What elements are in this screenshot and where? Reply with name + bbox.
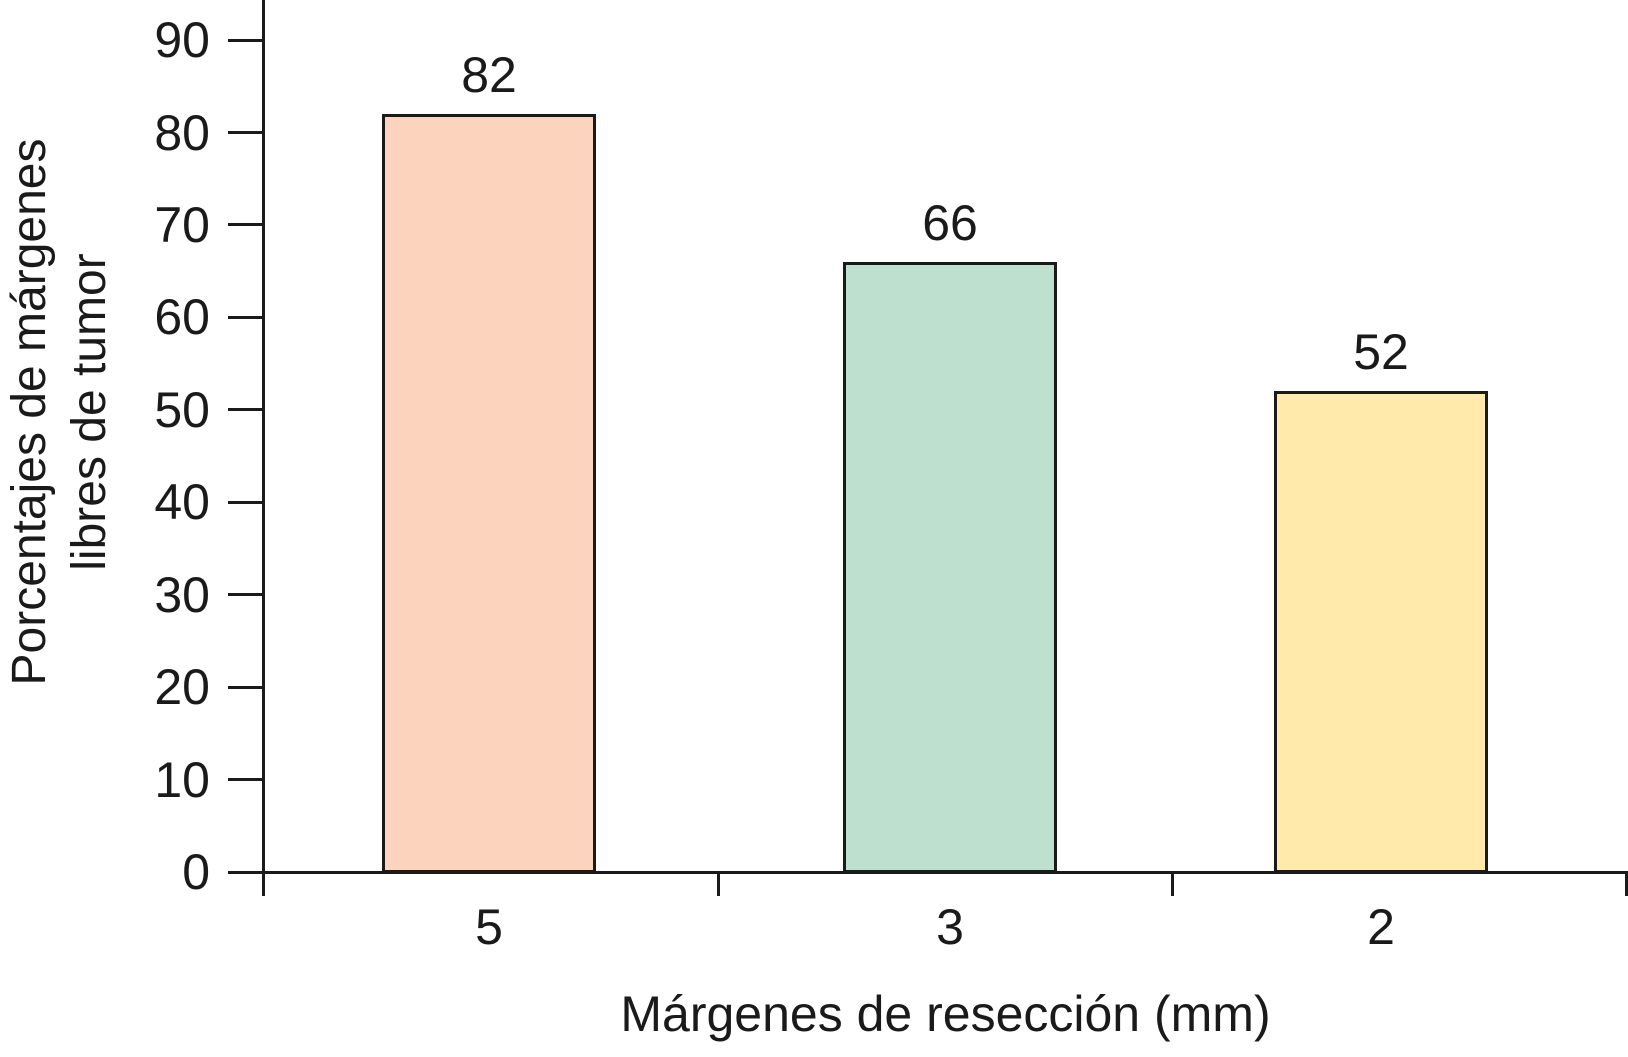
y-tick [228, 38, 263, 42]
y-tick-label: 10 [154, 751, 210, 808]
bar-value-label: 82 [461, 47, 517, 104]
y-tick-label: 90 [154, 12, 210, 69]
y-tick [228, 593, 263, 597]
x-category-label: 3 [936, 899, 964, 955]
x-axis-label: Márgenes de resección (mm) [620, 986, 1271, 1042]
y-tick-label: 30 [154, 566, 210, 623]
bar-value-label: 66 [922, 194, 978, 251]
x-tick [1170, 872, 1174, 896]
y-tick [228, 223, 263, 227]
x-category-label: 5 [475, 899, 503, 955]
y-tick-label: 60 [154, 289, 210, 346]
bar [843, 261, 1057, 873]
y-tick [228, 315, 263, 319]
bar [1274, 391, 1488, 873]
y-tick-label: 80 [154, 104, 210, 161]
y-tick-label: 70 [154, 196, 210, 253]
y-tick [228, 408, 263, 412]
y-tick-label: 40 [154, 474, 210, 531]
bar [382, 114, 596, 873]
y-axis-line [261, 0, 265, 896]
bar-value-label: 52 [1353, 324, 1409, 381]
y-tick [228, 870, 263, 874]
y-tick-label: 0 [182, 844, 210, 900]
x-tick [1624, 872, 1628, 896]
x-tick [261, 872, 265, 896]
y-tick [228, 500, 263, 504]
x-tick [716, 872, 720, 896]
y-tick-label: 50 [154, 381, 210, 438]
y-tick [228, 685, 263, 689]
y-tick-label: 20 [154, 659, 210, 716]
y-tick [228, 778, 263, 782]
y-tick [228, 131, 263, 135]
x-category-label: 2 [1367, 899, 1395, 955]
